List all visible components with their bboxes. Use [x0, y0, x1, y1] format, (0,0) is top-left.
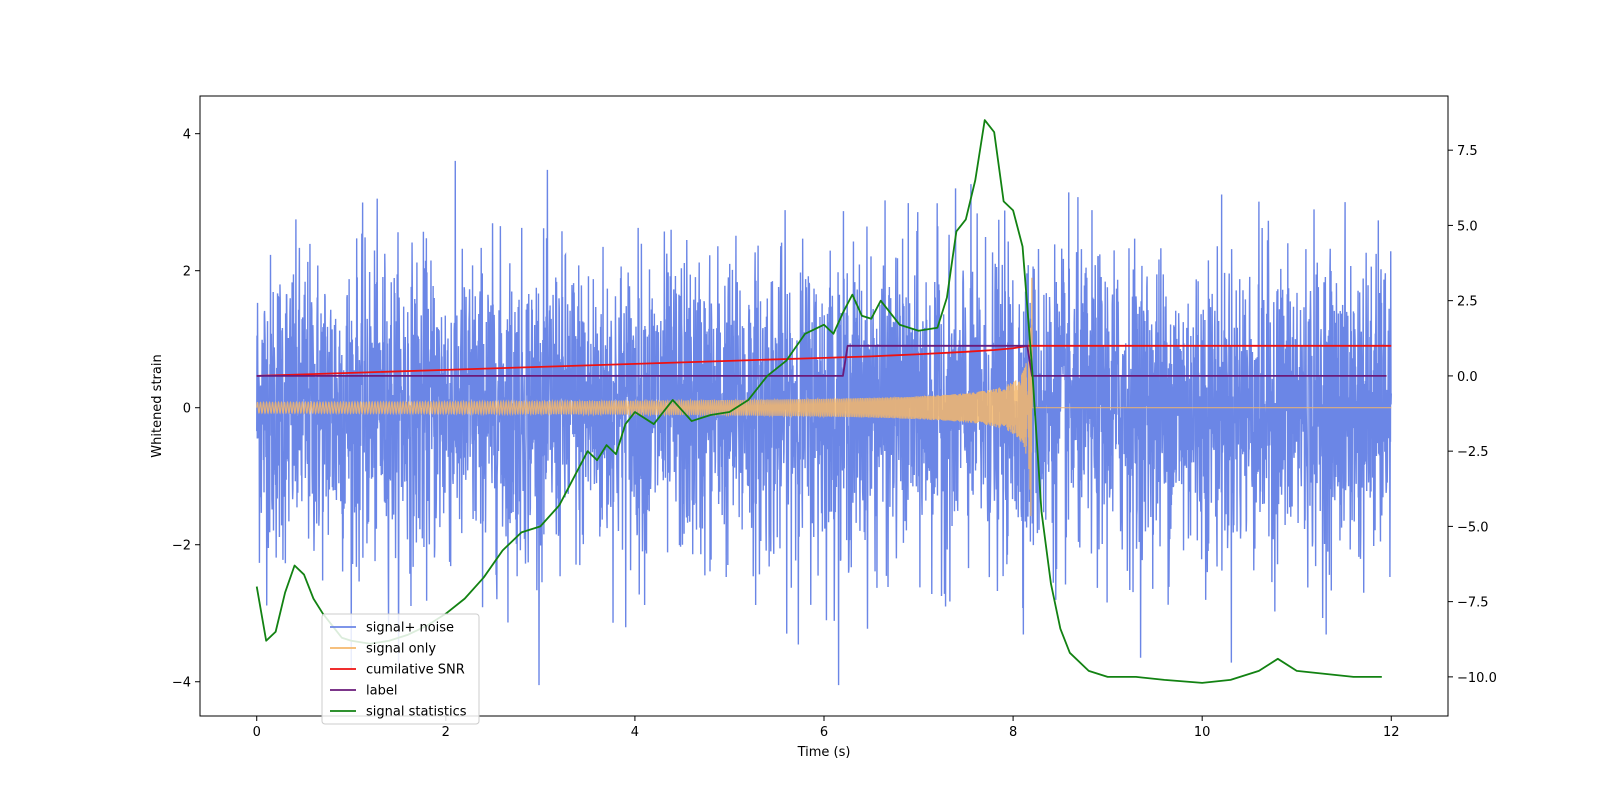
x-tick-label: 10	[1194, 725, 1211, 740]
series-label	[256, 344, 1387, 377]
legend-label-signal-statistics: signal statistics	[366, 705, 467, 720]
series-signal-noise	[256, 160, 1392, 686]
y2-tick-label: −2.5	[1457, 445, 1489, 460]
series-signal-only	[256, 277, 1392, 517]
x-tick-label: 8	[1009, 725, 1017, 740]
y-tick-label: 2	[183, 265, 191, 280]
y-tick-label: −2	[172, 539, 191, 554]
legend: signal+ noise signal only cumilative SNR la…	[321, 613, 480, 725]
x-tick-label: 4	[631, 725, 639, 740]
y2-tick-label: −10.0	[1457, 671, 1497, 686]
x-tick-label: 2	[442, 725, 450, 740]
y-axis-label: Whitened strain	[150, 354, 165, 457]
y2-tick-label: 2.5	[1457, 295, 1478, 310]
legend-frame	[321, 613, 480, 725]
x-tick-label: 6	[820, 725, 828, 740]
axis-layer: 0 2 4 6 8 10 12 −4 −2 0 2 4 −10.0 −7.5 −5.0 −2.5 0.0 2.5 5…	[172, 128, 1497, 740]
x-tick-label: 0	[253, 725, 261, 740]
y2-tick-label: 0.0	[1457, 370, 1478, 385]
y-tick-label: 4	[183, 128, 191, 143]
y2-tick-label: 7.5	[1457, 144, 1478, 159]
series-layer	[255, 119, 1392, 686]
legend-label-cumilative-snr: cumilative SNR	[366, 663, 465, 678]
x-tick-label: 12	[1383, 725, 1400, 740]
x-axis-label: Time (s)	[797, 745, 851, 760]
y-tick-label: 0	[183, 402, 191, 417]
legend-label-label: label	[366, 684, 397, 699]
y2-tick-label: −5.0	[1457, 520, 1489, 535]
y2-tick-label: 5.0	[1457, 219, 1478, 234]
y-tick-label: −4	[172, 676, 191, 691]
series-cumilative-snr	[256, 344, 1392, 377]
legend-label-signal-noise: signal+ noise	[366, 621, 454, 636]
legend-label-signal-only: signal only	[366, 642, 436, 657]
y2-tick-label: −7.5	[1457, 596, 1489, 611]
